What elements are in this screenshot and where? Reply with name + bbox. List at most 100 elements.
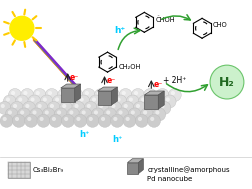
- Circle shape: [131, 88, 144, 101]
- Circle shape: [36, 91, 40, 95]
- Polygon shape: [138, 159, 143, 174]
- Circle shape: [81, 110, 85, 115]
- Text: crystalline@amorphous
Pd nanocube: crystalline@amorphous Pd nanocube: [147, 167, 229, 182]
- Circle shape: [6, 98, 10, 102]
- Circle shape: [122, 114, 135, 127]
- Circle shape: [39, 117, 44, 121]
- Circle shape: [170, 91, 174, 95]
- Text: h⁺: h⁺: [113, 26, 124, 35]
- Text: h⁺: h⁺: [112, 135, 122, 144]
- Circle shape: [23, 101, 36, 114]
- Circle shape: [28, 95, 41, 108]
- Circle shape: [8, 88, 21, 101]
- Circle shape: [138, 95, 151, 108]
- Circle shape: [25, 104, 29, 108]
- Circle shape: [64, 117, 68, 121]
- Circle shape: [141, 98, 145, 102]
- Circle shape: [0, 101, 11, 114]
- Circle shape: [27, 117, 31, 121]
- Circle shape: [126, 95, 139, 108]
- Circle shape: [98, 114, 111, 127]
- Circle shape: [43, 98, 47, 102]
- Circle shape: [142, 110, 147, 115]
- Circle shape: [10, 16, 34, 40]
- Circle shape: [67, 108, 79, 121]
- Circle shape: [168, 88, 180, 101]
- Circle shape: [42, 108, 55, 121]
- Circle shape: [20, 110, 24, 115]
- Text: e⁻: e⁻: [153, 80, 162, 89]
- Bar: [127, 163, 138, 174]
- Polygon shape: [111, 87, 117, 105]
- Circle shape: [60, 91, 64, 95]
- Circle shape: [54, 108, 67, 121]
- Circle shape: [18, 98, 22, 102]
- Bar: [8, 162, 30, 178]
- Circle shape: [119, 88, 132, 101]
- Circle shape: [155, 88, 168, 101]
- Circle shape: [153, 98, 157, 102]
- Circle shape: [49, 114, 62, 127]
- Circle shape: [45, 88, 58, 101]
- Circle shape: [3, 95, 16, 108]
- Circle shape: [147, 114, 160, 127]
- Circle shape: [91, 98, 96, 102]
- Circle shape: [134, 91, 138, 95]
- Circle shape: [209, 65, 243, 99]
- Circle shape: [106, 88, 119, 101]
- Circle shape: [137, 117, 141, 121]
- Circle shape: [116, 98, 120, 102]
- Circle shape: [13, 104, 17, 108]
- Circle shape: [86, 114, 99, 127]
- Circle shape: [67, 98, 71, 102]
- Circle shape: [110, 114, 123, 127]
- Circle shape: [94, 88, 107, 101]
- Circle shape: [163, 95, 175, 108]
- Circle shape: [135, 114, 148, 127]
- Circle shape: [12, 114, 25, 127]
- Polygon shape: [144, 91, 164, 95]
- Circle shape: [35, 101, 48, 114]
- Circle shape: [96, 101, 109, 114]
- Circle shape: [16, 95, 28, 108]
- Polygon shape: [127, 159, 143, 163]
- Circle shape: [115, 108, 128, 121]
- Circle shape: [111, 104, 115, 108]
- Circle shape: [72, 101, 84, 114]
- Circle shape: [79, 98, 83, 102]
- Circle shape: [17, 108, 30, 121]
- Circle shape: [120, 101, 134, 114]
- Circle shape: [108, 101, 121, 114]
- Circle shape: [55, 98, 59, 102]
- Circle shape: [70, 88, 83, 101]
- Bar: [60, 88, 74, 102]
- Circle shape: [48, 91, 52, 95]
- Circle shape: [82, 88, 95, 101]
- Circle shape: [101, 117, 105, 121]
- Circle shape: [145, 101, 158, 114]
- Text: h⁺: h⁺: [79, 130, 89, 139]
- Circle shape: [69, 110, 73, 115]
- Text: + 2H⁺: + 2H⁺: [162, 76, 185, 84]
- Polygon shape: [158, 91, 164, 109]
- Circle shape: [125, 117, 129, 121]
- Circle shape: [157, 101, 170, 114]
- Circle shape: [21, 88, 34, 101]
- Circle shape: [45, 110, 49, 115]
- Circle shape: [89, 95, 102, 108]
- Text: ČHOH: ČHOH: [155, 16, 174, 23]
- Circle shape: [101, 95, 114, 108]
- Circle shape: [10, 101, 23, 114]
- Circle shape: [113, 117, 117, 121]
- Circle shape: [52, 95, 65, 108]
- Circle shape: [103, 108, 116, 121]
- Circle shape: [38, 104, 42, 108]
- Circle shape: [74, 114, 86, 127]
- Circle shape: [150, 117, 154, 121]
- Circle shape: [76, 117, 80, 121]
- Circle shape: [91, 108, 104, 121]
- Circle shape: [47, 101, 60, 114]
- Circle shape: [123, 104, 127, 108]
- Circle shape: [143, 88, 156, 101]
- Circle shape: [165, 98, 169, 102]
